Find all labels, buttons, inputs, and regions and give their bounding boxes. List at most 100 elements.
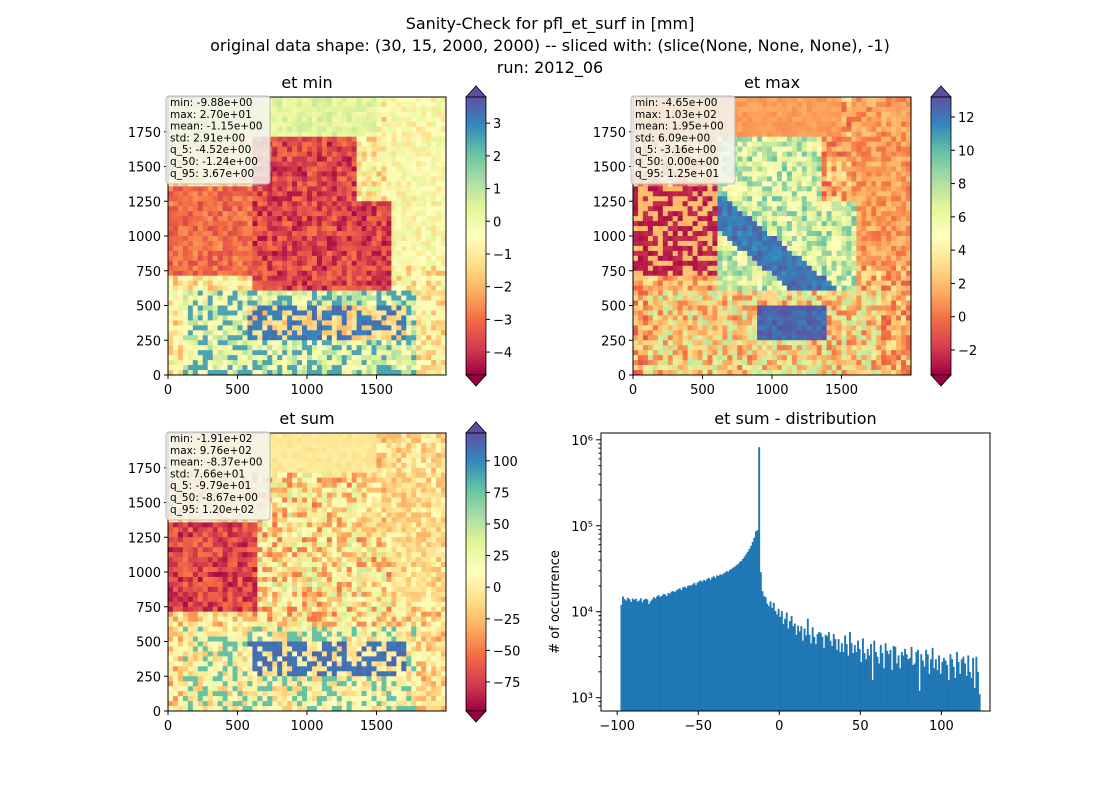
histogram-bar [863, 653, 866, 711]
histogram-bar [769, 601, 772, 711]
y-tick-label: 1250 [128, 195, 161, 210]
panel-title: et max [744, 73, 800, 92]
y-tick-label: 500 [601, 300, 626, 315]
colorbar-tick-label: 0 [958, 311, 966, 326]
histogram-bar [808, 634, 811, 711]
histogram-bar [925, 649, 928, 711]
histogram-bar [680, 589, 683, 711]
y-tick-label: 0 [153, 705, 161, 720]
histogram-bar [913, 663, 916, 711]
histogram-panel: et sum - distribution −100 −50 0 50 100 10³ 10⁴… [548, 409, 991, 734]
histogram-bar [703, 579, 706, 711]
suptitle-line-3: run: 2012_06 [497, 58, 603, 78]
stats-line: q_5: -4.52e+00 [170, 144, 251, 156]
histogram-bar [918, 690, 921, 711]
x-tick-label: 100 [929, 719, 954, 734]
histogram-bar [899, 668, 902, 711]
histogram-bar [720, 574, 723, 711]
histogram-bar [638, 600, 641, 711]
x-tick-label: 50 [852, 719, 869, 734]
histogram-bar [865, 659, 868, 711]
histogram-bar [965, 675, 968, 711]
colorbar-tick-label: 8 [958, 178, 966, 193]
colorbar-tick-label: 100 [493, 455, 518, 470]
x-tick-label: 1500 [825, 383, 858, 398]
colorbar-tick-label: −1 [493, 248, 512, 263]
histogram-bar [968, 671, 971, 711]
histogram-bar [821, 636, 824, 711]
colorbar-tick-label: −2 [958, 344, 977, 359]
x-tick-label: 500 [225, 383, 250, 398]
histogram-bar [895, 663, 898, 711]
histogram-bar [960, 659, 963, 711]
x-tick-label: 500 [225, 719, 250, 734]
stats-line: q_95: 1.25e+01 [635, 168, 719, 180]
histogram-bar [889, 649, 892, 711]
histogram-bar [900, 652, 903, 711]
colorbar-tick-label: 3 [493, 117, 501, 132]
histogram-bar [905, 654, 908, 711]
histogram-bar [665, 596, 668, 711]
histogram-bar [884, 643, 887, 711]
histogram-bar [623, 599, 626, 711]
histogram-bar [690, 585, 693, 711]
histogram-bar [921, 660, 924, 711]
histogram-bar [793, 623, 796, 711]
histogram-bar [907, 659, 910, 711]
histogram-bar [834, 639, 837, 711]
histogram-bar [972, 657, 975, 711]
histogram-bar [860, 662, 863, 711]
histogram-bar [735, 565, 738, 711]
axes-frame [600, 432, 991, 712]
y-tick-label: 750 [136, 601, 161, 616]
histogram-bar [729, 569, 731, 711]
histogram-bar [858, 648, 861, 711]
stats-box-frame [165, 431, 271, 521]
colorbar-tick-label: 12 [958, 111, 975, 126]
histogram-bar [789, 621, 791, 711]
histogram-bar [934, 659, 937, 711]
histogram-bar [798, 631, 801, 711]
colorbar-tick-label: −50 [493, 644, 520, 659]
histogram-bar [643, 599, 646, 711]
histogram-bar [873, 640, 876, 711]
histogram-bar [931, 647, 934, 711]
histogram-bar [936, 669, 939, 711]
y-tick-label: 1750 [128, 462, 161, 477]
stats-line: q_5: -3.16e+00 [635, 144, 716, 156]
y-tick-label: 250 [136, 334, 161, 349]
y-tick-label: 1250 [593, 195, 626, 210]
histogram-bar [801, 640, 804, 711]
histogram-bar [635, 598, 637, 711]
colorbar-tick-label: 10 [958, 144, 975, 159]
stats-line: mean: -1.15e+00 [170, 121, 262, 133]
colorbar-tick-label: 0 [493, 581, 501, 596]
histogram-bar [651, 599, 654, 711]
histogram-bar [717, 575, 720, 711]
panel-title: et sum [279, 409, 334, 428]
histogram-bar [698, 581, 701, 711]
histogram-bar [771, 607, 774, 711]
histogram-bar [639, 598, 642, 711]
histogram-bar [904, 648, 907, 711]
colorbar-tick-label: −3 [493, 313, 512, 328]
histogram-bar [894, 646, 897, 711]
histogram-bar [883, 668, 885, 711]
histogram-bar [656, 596, 659, 711]
histogram-bar [928, 673, 931, 711]
x-tick-label: 0 [629, 383, 637, 398]
histogram-bar [957, 662, 960, 711]
histogram-bar [706, 578, 709, 711]
colorbar-tick-label: 2 [958, 277, 966, 292]
histogram-bar [669, 593, 671, 711]
histogram-bar [745, 554, 748, 711]
histogram-bar [633, 599, 636, 711]
histogram-bar [810, 643, 813, 711]
histogram-bar [628, 599, 631, 711]
colorbar-tick-label: 25 [493, 550, 510, 565]
histogram-bar [831, 645, 834, 711]
histogram-bar [742, 558, 744, 711]
histogram-bar [915, 652, 918, 711]
y-tick-label: 1500 [128, 161, 161, 176]
histogram-bar [892, 645, 895, 711]
